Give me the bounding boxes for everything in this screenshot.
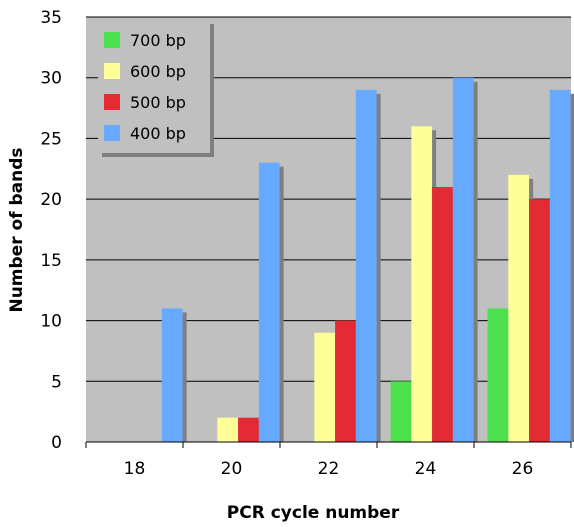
legend-label: 400 bp <box>130 124 186 143</box>
y-tick-label: 30 <box>40 69 62 89</box>
legend-label: 600 bp <box>130 62 186 81</box>
y-tick-label: 5 <box>51 372 62 392</box>
bars-layer <box>161 77 574 443</box>
bar <box>161 308 183 442</box>
x-tick-label: 26 <box>512 459 534 479</box>
x-tick-label: 20 <box>221 459 243 479</box>
bar <box>432 187 453 442</box>
y-tick-label: 20 <box>40 190 62 210</box>
x-tick-label: 18 <box>124 459 146 479</box>
bar <box>549 89 571 442</box>
bar <box>411 126 433 443</box>
x-axis-ticks: 18 20 22 24 26 <box>85 442 572 479</box>
bar <box>238 417 259 442</box>
y-tick-label: 25 <box>40 129 62 149</box>
legend-swatch <box>104 94 120 110</box>
y-tick-label: 35 <box>40 8 62 28</box>
y-tick-label: 10 <box>40 312 62 332</box>
x-tick-label: 24 <box>415 459 437 479</box>
y-axis-ticks: 0 5 10 15 20 25 30 35 <box>40 8 62 453</box>
legend-swatch <box>104 125 120 141</box>
legend: 700 bp 600 bp 500 bp 400 bp <box>98 20 214 157</box>
bar <box>452 77 474 442</box>
y-tick-label: 15 <box>40 251 62 271</box>
x-tick-label: 22 <box>318 459 340 479</box>
y-axis-title: Number of bands <box>7 147 27 312</box>
bar <box>217 417 239 442</box>
bar <box>335 320 356 442</box>
x-axis-title: PCR cycle number <box>227 503 400 523</box>
legend-swatch <box>104 63 120 79</box>
bar <box>508 174 530 442</box>
legend-label: 500 bp <box>130 93 186 112</box>
legend-label: 700 bp <box>130 31 186 50</box>
y-tick-label: 0 <box>51 433 62 453</box>
bar <box>390 381 412 442</box>
bar <box>487 308 509 442</box>
bar <box>529 199 550 442</box>
bar <box>314 332 336 442</box>
legend-swatch <box>104 32 120 48</box>
bar <box>355 89 377 442</box>
bar <box>258 162 280 442</box>
